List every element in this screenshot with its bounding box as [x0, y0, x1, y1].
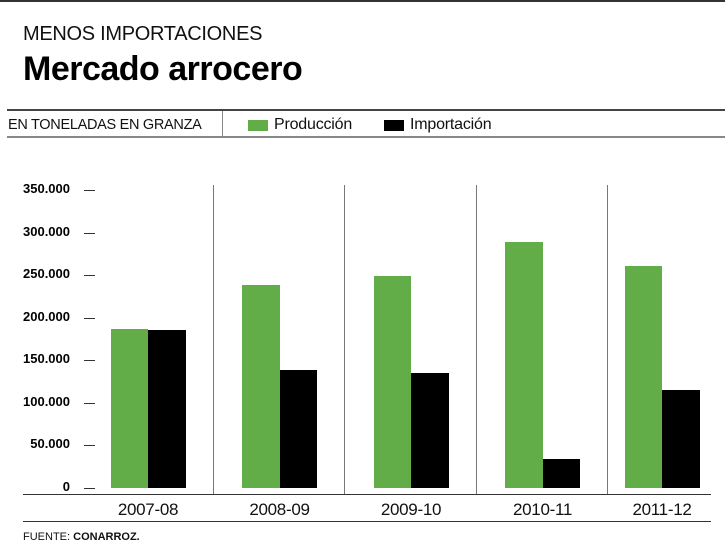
header-separator — [222, 111, 223, 136]
x-axis-line — [23, 494, 711, 495]
x-labels-rule — [23, 521, 711, 522]
chart-title: Mercado arrocero — [23, 50, 303, 88]
y-tick-label: 200.000 — [23, 308, 70, 324]
y-tick-label: 0 — [62, 479, 70, 494]
x-tick-label: 2009-10 — [380, 500, 442, 519]
source-name: CONARROZ. — [73, 531, 140, 543]
y-tick-mark — [84, 317, 95, 319]
y-tick-mark — [84, 190, 95, 191]
bar-produccion-2010-11 — [505, 241, 543, 488]
x-tick-label: 2010-11 — [512, 500, 573, 519]
category-divider — [607, 185, 608, 495]
bar-produccion-2011-12 — [624, 265, 662, 488]
y-tick-label: 150.000 — [23, 351, 70, 367]
y-tick-label: 350.000 — [23, 181, 70, 196]
unit-label: EN TONELADAS EN GRANZA — [8, 117, 202, 133]
bar-importacion-2009-10 — [411, 373, 449, 488]
y-tick-mark — [84, 402, 95, 404]
y-tick-label: 100.000 — [23, 393, 70, 409]
y-tick-mark — [84, 445, 95, 447]
bar-produccion-2008-09 — [242, 285, 280, 488]
legend-label-importacion: Importación — [410, 116, 492, 133]
category-divider — [344, 185, 345, 495]
x-tick-label: 2008-09 — [249, 500, 310, 519]
y-tick-mark — [84, 232, 95, 234]
bar-importacion-2010-11 — [542, 459, 580, 488]
y-tick-mark — [84, 275, 95, 277]
header-rule-top — [7, 109, 725, 111]
legend-swatch-produccion — [248, 119, 268, 131]
x-tick-label: 2011-12 — [632, 500, 692, 519]
chart-kicker: MENOS IMPORTACIONES — [23, 23, 263, 45]
y-tick-label: 250.000 — [23, 266, 70, 282]
category-divider — [213, 185, 214, 495]
y-tick-mark — [84, 360, 95, 362]
x-tick-label: 2007-08 — [117, 500, 179, 519]
y-tick-label: 300.000 — [23, 223, 70, 239]
legend-swatch-importacion — [384, 119, 404, 131]
bar-importacion-2011-12 — [662, 390, 700, 488]
bar-importacion-2007-08 — [148, 329, 186, 488]
top-rule — [0, 0, 725, 2]
bar-importacion-2008-09 — [279, 369, 317, 488]
legend-label-produccion: Producción — [274, 116, 353, 133]
source-prefix: FUENTE: — [23, 531, 71, 543]
bar-produccion-2007-08 — [110, 328, 148, 488]
legend-item-importacion: Importación — [384, 116, 492, 134]
category-divider — [476, 185, 477, 495]
y-tick-label: 50.000 — [30, 436, 70, 452]
header-rule-bottom — [7, 136, 725, 138]
y-tick-mark — [84, 488, 95, 489]
source-footer: FUENTE: CONARROZ. — [23, 531, 140, 543]
legend-item-produccion: Producción — [248, 116, 352, 134]
bar-produccion-2009-10 — [373, 275, 411, 488]
